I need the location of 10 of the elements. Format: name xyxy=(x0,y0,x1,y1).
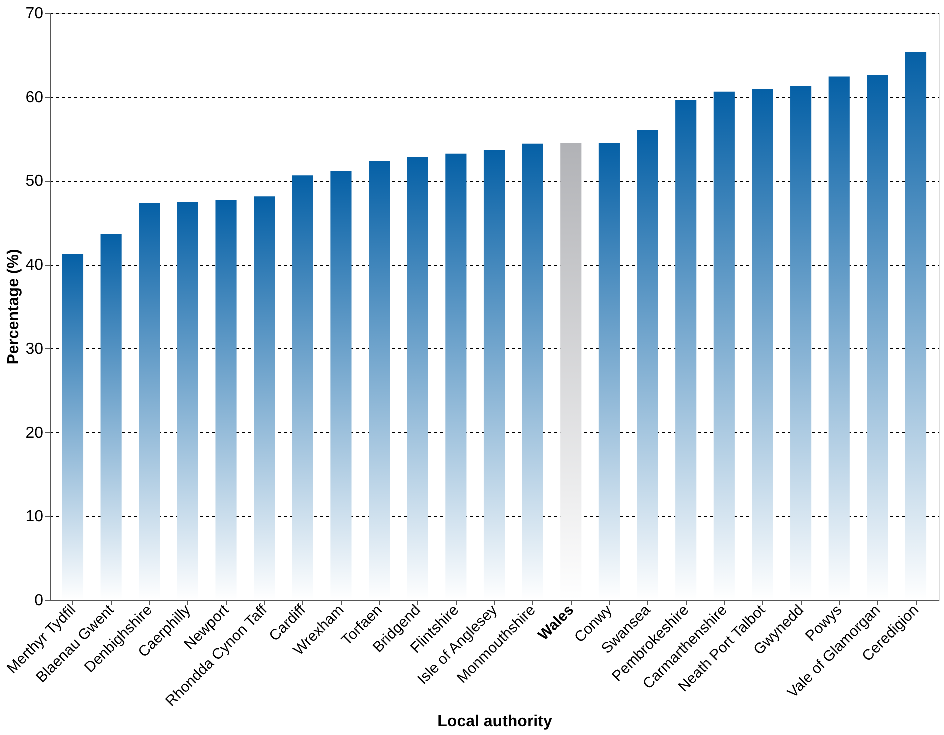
y-tick-label: 40 xyxy=(26,257,44,274)
y-tick-label: 30 xyxy=(26,340,44,358)
y-tick-label: 70 xyxy=(26,6,44,22)
y-tick-label: 20 xyxy=(26,424,44,442)
y-tick-label: 50 xyxy=(26,173,44,190)
y-tick-label: 10 xyxy=(26,508,44,526)
y-tick-label: 60 xyxy=(26,89,44,106)
x-axis-title: Local authority xyxy=(438,714,552,731)
y-tick-label: 0 xyxy=(34,592,44,610)
y-axis-title: Percentage (%) xyxy=(6,249,23,365)
